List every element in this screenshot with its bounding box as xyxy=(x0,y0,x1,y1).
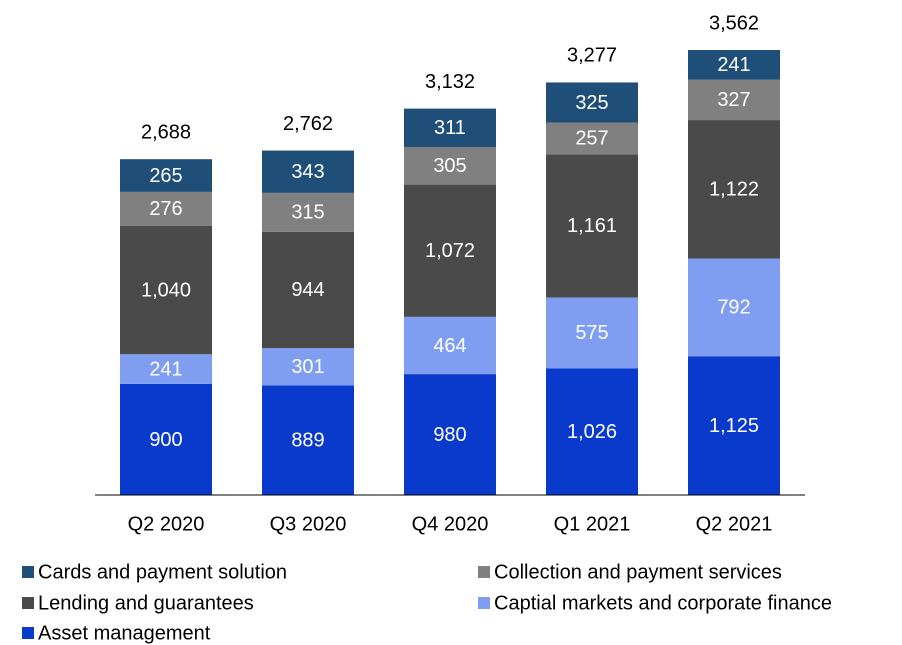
bar-segment xyxy=(262,348,354,386)
segment-label: 464 xyxy=(433,335,466,357)
bar-segment xyxy=(404,184,496,317)
segment-label: 1,161 xyxy=(567,215,617,237)
legend-swatch xyxy=(22,597,34,609)
segment-label: 1,072 xyxy=(425,240,475,262)
bar-segment xyxy=(546,368,638,495)
segment-label: 1,125 xyxy=(709,415,759,437)
legend-swatch xyxy=(478,597,490,609)
total-label: 3,132 xyxy=(425,71,475,93)
bar-segment xyxy=(120,225,212,355)
segment-label: 792 xyxy=(717,297,750,319)
bar-segment xyxy=(688,356,780,495)
bar-segment xyxy=(262,192,354,232)
bar-segment xyxy=(688,50,780,80)
total-label: 3,562 xyxy=(709,12,759,34)
bar-segment xyxy=(688,258,780,357)
legend-label: Asset management xyxy=(38,622,211,644)
bar-segment xyxy=(546,122,638,155)
bar-segment xyxy=(546,82,638,123)
segment-label: 276 xyxy=(149,198,182,220)
x-tick-label: Q1 2021 xyxy=(554,513,631,535)
legend-label: Cards and payment solution xyxy=(38,561,287,583)
bar-segment xyxy=(404,146,496,185)
segment-label: 575 xyxy=(575,322,608,344)
segment-label: 944 xyxy=(291,279,324,301)
legend-swatch xyxy=(22,566,34,578)
segment-label: 257 xyxy=(575,128,608,150)
bar-segment xyxy=(262,150,354,193)
bar-segment xyxy=(120,159,212,192)
segment-label: 889 xyxy=(291,429,324,451)
segment-label: 301 xyxy=(291,356,324,378)
segment-label: 1,026 xyxy=(567,421,617,443)
segment-label: 241 xyxy=(717,54,750,76)
x-tick-label: Q2 2020 xyxy=(128,513,205,535)
total-label: 3,277 xyxy=(567,45,617,67)
bar-segment xyxy=(546,297,638,369)
bar-segment xyxy=(404,108,496,147)
segment-label: 900 xyxy=(149,429,182,451)
bar-segment xyxy=(262,385,354,495)
segment-label: 241 xyxy=(149,358,182,380)
segment-label: 1,040 xyxy=(141,279,191,301)
bar-segment xyxy=(688,120,780,259)
segment-label: 1,122 xyxy=(709,179,759,201)
bar-segment xyxy=(262,231,354,349)
bar-segment xyxy=(688,79,780,121)
segment-label: 315 xyxy=(291,202,324,224)
segment-label: 327 xyxy=(717,89,750,111)
segment-label: 325 xyxy=(575,92,608,114)
legend-label: Lending and guarantees xyxy=(38,592,254,614)
bar-segment xyxy=(120,191,212,226)
total-label: 2,762 xyxy=(283,113,333,135)
legend-label: Collection and payment services xyxy=(494,561,782,583)
legend-label: Captial markets and corporate finance xyxy=(494,592,832,614)
legend-swatch xyxy=(22,627,34,639)
segment-label: 980 xyxy=(433,424,466,446)
x-tick-label: Q3 2020 xyxy=(270,513,347,535)
segment-label: 311 xyxy=(434,117,466,139)
bar-segment xyxy=(404,316,496,375)
legend-swatch xyxy=(478,566,490,578)
segment-label: 343 xyxy=(291,161,324,183)
segment-label: 305 xyxy=(433,155,466,177)
x-tick-label: Q4 2020 xyxy=(412,513,489,535)
bar-segment xyxy=(120,383,212,495)
bar-segment xyxy=(546,154,638,298)
x-tick-label: Q2 2021 xyxy=(696,513,773,535)
bar-segment xyxy=(120,354,212,384)
segment-label: 265 xyxy=(149,165,182,187)
total-label: 2,688 xyxy=(141,121,191,143)
bar-segment xyxy=(404,374,496,495)
